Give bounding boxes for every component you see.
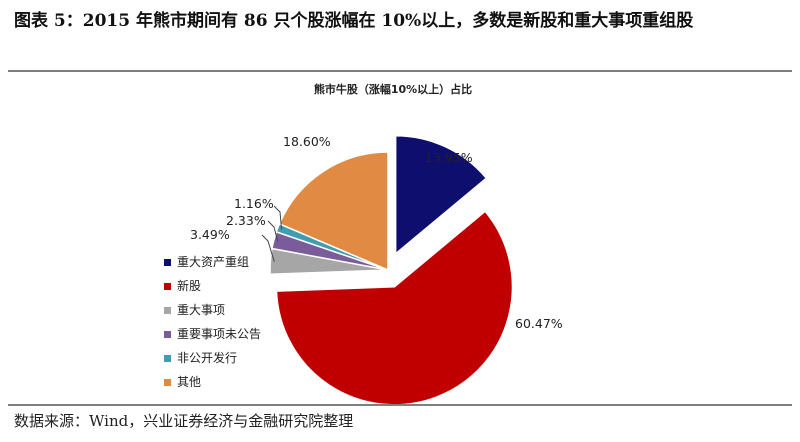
figure-title: 图表 5：2015 年熊市期间有 86 只个股涨幅在 10%以上，多数是新股和重… xyxy=(14,11,694,31)
data-label-slice-4: 2.33% xyxy=(226,213,266,228)
legend-swatch-slice-4 xyxy=(164,331,171,338)
leader-line-slice-4 xyxy=(267,220,279,242)
data-label-slice-3: 3.49% xyxy=(190,227,230,242)
legend-swatch-slice-5 xyxy=(164,355,171,362)
data-source: 数据来源：Wind，兴业证券经济与金融研究院整理 xyxy=(14,412,354,430)
legend-label-slice-5: 非公开发行 xyxy=(177,350,237,365)
leader-lines xyxy=(261,205,283,262)
legend-label-slice-1: 重大资产重组 xyxy=(177,255,249,269)
leader-line-slice-3 xyxy=(261,234,275,262)
legend-label-slice-6: 其他 xyxy=(177,375,201,389)
data-label-slice-2: 60.47% xyxy=(515,316,563,331)
legend-label-slice-4: 重要事项未公告 xyxy=(177,327,261,341)
data-label-slice-1: 13.95% xyxy=(425,150,473,165)
data-labels: 13.95% 60.47% 3.49%2.33% 1.16% 18.60% xyxy=(190,134,563,331)
pie-slice-6 xyxy=(278,151,389,272)
legend-swatch-slice-6 xyxy=(164,379,171,386)
legend-swatch-slice-3 xyxy=(164,307,171,314)
top-divider xyxy=(8,70,792,72)
pie-slices xyxy=(269,134,514,406)
legend-swatch-slice-2 xyxy=(164,283,171,290)
legend-swatch-slice-1 xyxy=(164,259,171,266)
legend-label-slice-2: 新股 xyxy=(177,278,201,293)
chart-title: 熊市牛股（涨幅10%以上）占比 xyxy=(314,82,472,96)
pie-slice-2 xyxy=(275,210,514,406)
pie-slice-1 xyxy=(394,134,488,256)
leader-line-slice-5 xyxy=(273,205,283,230)
data-label-slice-6: 18.60% xyxy=(283,134,331,149)
bottom-divider xyxy=(8,404,792,406)
data-label-slice-5: 1.16% xyxy=(234,196,274,211)
legend-label-slice-3: 重大事项 xyxy=(177,303,225,317)
